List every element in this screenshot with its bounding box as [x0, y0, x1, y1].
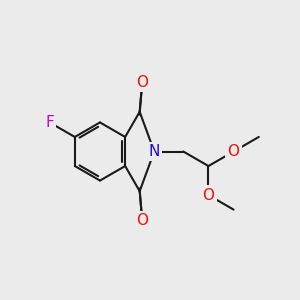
Text: N: N [148, 144, 160, 159]
Text: O: O [136, 213, 148, 228]
Text: F: F [45, 115, 54, 130]
Text: O: O [228, 144, 240, 159]
Text: O: O [202, 188, 214, 202]
Text: O: O [136, 75, 148, 90]
